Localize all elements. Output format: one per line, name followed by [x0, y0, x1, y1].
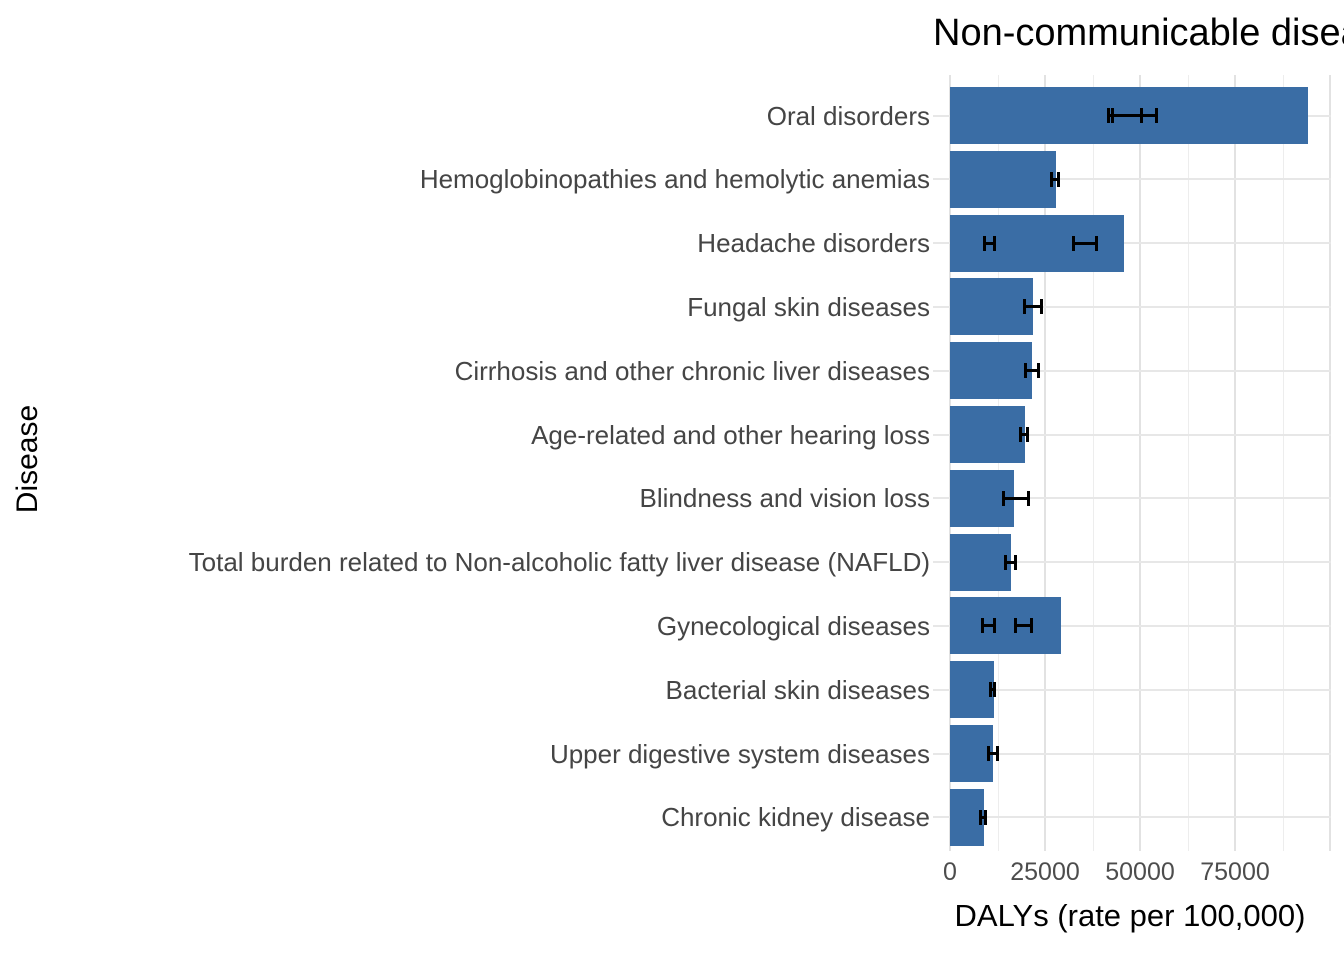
y-axis-category-label: Upper digestive system diseases: [549, 738, 930, 769]
gridline-horizontal: [933, 816, 1331, 819]
error-bar-cap-high: [1154, 108, 1158, 123]
x-axis-tick-label: 50000: [1105, 858, 1175, 886]
error-bar-cap-high: [1026, 427, 1030, 442]
bar-8: [950, 533, 1012, 591]
y-axis-category-label: Blindness and vision loss: [639, 483, 931, 514]
gridline-horizontal: [933, 305, 1331, 308]
gridline-vertical-minor: [1282, 75, 1284, 851]
x-axis-tick-label: 0: [943, 858, 957, 886]
error-bar-cap-high: [1027, 490, 1031, 506]
x-axis-tick-label: 25000: [1010, 858, 1080, 886]
error-bar-cap-high: [1094, 235, 1098, 251]
bar-5: [950, 342, 1033, 400]
gridline-vertical-major: [949, 75, 951, 851]
error-bar-cap-low: [1013, 618, 1017, 634]
error-bar-cap-high: [1029, 618, 1033, 634]
error-bar-cap-low: [979, 809, 983, 825]
gridline-vertical-major: [1234, 75, 1236, 851]
y-axis-category-label: Oral disorders: [766, 100, 930, 131]
error-bar-cap-high: [992, 682, 996, 698]
error-bar-cap-high: [1057, 171, 1061, 187]
error-bar-line: [987, 752, 999, 755]
error-bar-line: [1002, 496, 1030, 500]
gridline-horizontal: [933, 242, 1331, 245]
bar-2: [950, 150, 1057, 208]
gridline-vertical-minor: [1187, 75, 1189, 851]
y-axis-category-label: Fungal skin diseases: [687, 291, 930, 322]
y-axis-category-label: Gynecological diseases: [656, 610, 930, 641]
plot-panel: [933, 75, 1331, 851]
error-bar-cap-low: [1072, 235, 1076, 251]
error-bar-line: [1073, 241, 1097, 245]
gridline-horizontal: [933, 561, 1331, 564]
y-axis-category-label: Age-related and other hearing loss: [531, 419, 930, 450]
gridline-vertical-minor: [997, 75, 999, 851]
gridline-horizontal: [933, 624, 1331, 627]
x-axis-title: DALYs (rate per 100,000): [954, 898, 1306, 933]
error-bar-cap-low: [1049, 171, 1053, 187]
error-bar-cap-low: [982, 235, 986, 251]
y-axis-category-label: Bacterial skin diseases: [665, 674, 930, 705]
error-bar-cap-low: [980, 618, 984, 634]
error-bar-cap-high: [992, 235, 996, 251]
gridline-horizontal: [933, 178, 1331, 181]
error-bar-cap-low: [1023, 299, 1027, 315]
error-bar-cap-low: [1023, 363, 1027, 379]
error-bar-cap-high: [984, 809, 988, 825]
bar-11: [950, 725, 994, 782]
error-bar-cap-low: [1018, 427, 1022, 442]
error-bar-cap-low: [1107, 108, 1111, 123]
chart-title: Non-communicable diseases: [933, 12, 1344, 54]
error-bar-cap-high: [1037, 363, 1041, 379]
error-bar-line: [1019, 433, 1029, 436]
y-axis-title: Disease: [11, 404, 44, 514]
error-bar-cap-high: [1014, 554, 1018, 570]
error-bar-line: [1005, 560, 1017, 564]
gridline-horizontal: [933, 433, 1331, 436]
gridline-vertical-minor: [1092, 75, 1094, 851]
error-bar-line: [1024, 369, 1040, 373]
error-bar-line: [1050, 177, 1060, 181]
error-bar-line: [990, 688, 995, 692]
error-bar-line: [980, 815, 987, 819]
x-axis-tick-label: 75000: [1200, 858, 1270, 886]
error-bar-line: [983, 241, 995, 245]
bar-6: [950, 406, 1025, 463]
gridline-vertical-major: [1329, 75, 1331, 851]
bar-12: [950, 788, 985, 846]
error-bar-cap-low: [1001, 490, 1005, 506]
y-axis-category-label: Cirrhosis and other chronic liver diseas…: [454, 355, 930, 386]
error-bar-cap-low: [986, 746, 990, 761]
bar-10: [950, 661, 994, 719]
gridline-horizontal: [933, 369, 1331, 372]
error-bar-cap-low: [1110, 108, 1114, 123]
y-axis-category-label: Headache disorders: [697, 228, 930, 259]
error-bar-line: [981, 624, 995, 628]
error-bar-cap-low: [1004, 554, 1008, 570]
error-bar-cap-high: [1039, 299, 1043, 315]
gridline-vertical-major: [1044, 75, 1046, 851]
gridline-vertical-major: [1139, 75, 1141, 851]
bar-4: [950, 278, 1034, 336]
error-bar-cap-low: [989, 682, 993, 698]
bar-9: [950, 597, 1061, 655]
y-axis-category-label: Hemoglobinopathies and hemolytic anemias: [419, 164, 930, 195]
error-bar-cap-high: [992, 618, 996, 634]
error-bar-line: [1111, 114, 1157, 117]
y-axis-category-label: Chronic kidney disease: [661, 802, 930, 833]
gridline-horizontal: [933, 752, 1331, 755]
y-axis-category-label: Total burden related to Non-alcoholic fa…: [188, 547, 930, 578]
bar-3: [950, 214, 1125, 272]
gridline-horizontal: [933, 497, 1331, 500]
error-bar-cap-high: [996, 746, 1000, 761]
gridline-horizontal: [933, 688, 1331, 691]
error-bar-line: [1014, 624, 1032, 628]
error-bar-line: [1024, 305, 1042, 309]
